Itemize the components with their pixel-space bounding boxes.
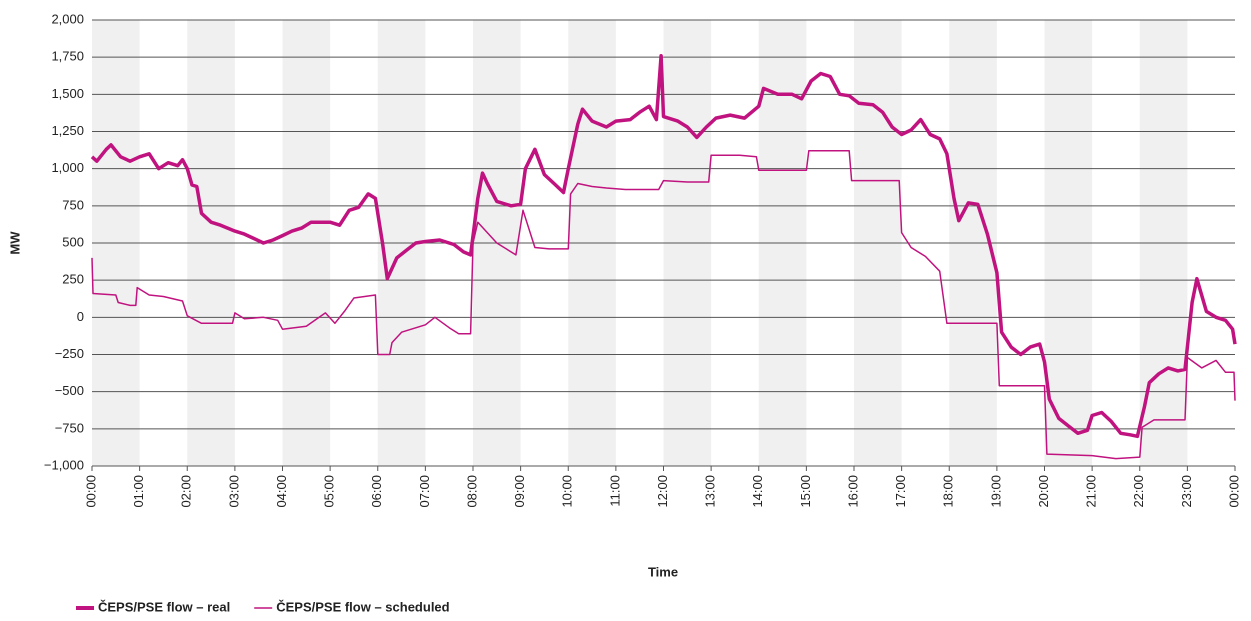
x-tick-label: 17:00 <box>893 475 908 508</box>
legend-label: ČEPS/PSE flow – scheduled <box>276 599 449 614</box>
x-tick-label: 21:00 <box>1084 475 1099 508</box>
x-tick-label: 07:00 <box>417 475 432 508</box>
x-tick-label: 02:00 <box>179 475 194 508</box>
line <box>91 150 1236 460</box>
y-tick-label: 0 <box>77 309 84 324</box>
y-tick-label: −250 <box>55 346 84 361</box>
x-tick-label: 09:00 <box>512 475 527 508</box>
x-tick-label: 08:00 <box>464 475 479 508</box>
x-tick-label: 23:00 <box>1179 475 1194 508</box>
x-tick-label: 18:00 <box>941 475 956 508</box>
y-tick-label: 1,000 <box>51 160 84 175</box>
y-tick-label: −750 <box>55 420 84 435</box>
line <box>90 53 1237 439</box>
y-tick-label: 250 <box>62 272 84 287</box>
legend-label: ČEPS/PSE flow – real <box>98 599 230 614</box>
x-tick-label: 20:00 <box>1036 475 1051 508</box>
x-tick-label: 01:00 <box>131 475 146 508</box>
x-tick-label: 11:00 <box>607 475 622 507</box>
x-tick-label: 13:00 <box>703 475 718 508</box>
y-tick-label: 750 <box>62 197 84 212</box>
y-axis-title: MW <box>7 231 22 255</box>
x-axis-title: Time <box>648 564 678 579</box>
y-tick-label: −500 <box>55 383 84 398</box>
x-tick-label: 10:00 <box>560 475 575 508</box>
x-tick-label: 14:00 <box>750 475 765 508</box>
x-tick-label: 06:00 <box>369 475 384 508</box>
x-tick-label: 22:00 <box>1131 475 1146 508</box>
x-tick-label: 04:00 <box>274 475 289 508</box>
y-tick-label: 1,250 <box>51 123 84 138</box>
x-tick-label: 00:00 <box>83 475 98 508</box>
x-tick-label: 00:00 <box>1226 475 1241 508</box>
x-tick-label: 12:00 <box>655 475 670 508</box>
x-tick-label: 15:00 <box>798 475 813 508</box>
x-tick-label: 05:00 <box>322 475 337 508</box>
x-tick-label: 19:00 <box>988 475 1003 508</box>
y-tick-label: 1,500 <box>51 86 84 101</box>
x-tick-label: 03:00 <box>226 475 241 508</box>
x-tick-label: 16:00 <box>845 475 860 508</box>
y-tick-label: −1,000 <box>44 457 84 472</box>
y-tick-label: 500 <box>62 234 84 249</box>
y-tick-label: 2,000 <box>51 11 84 26</box>
y-tick-label: 1,750 <box>51 49 84 64</box>
